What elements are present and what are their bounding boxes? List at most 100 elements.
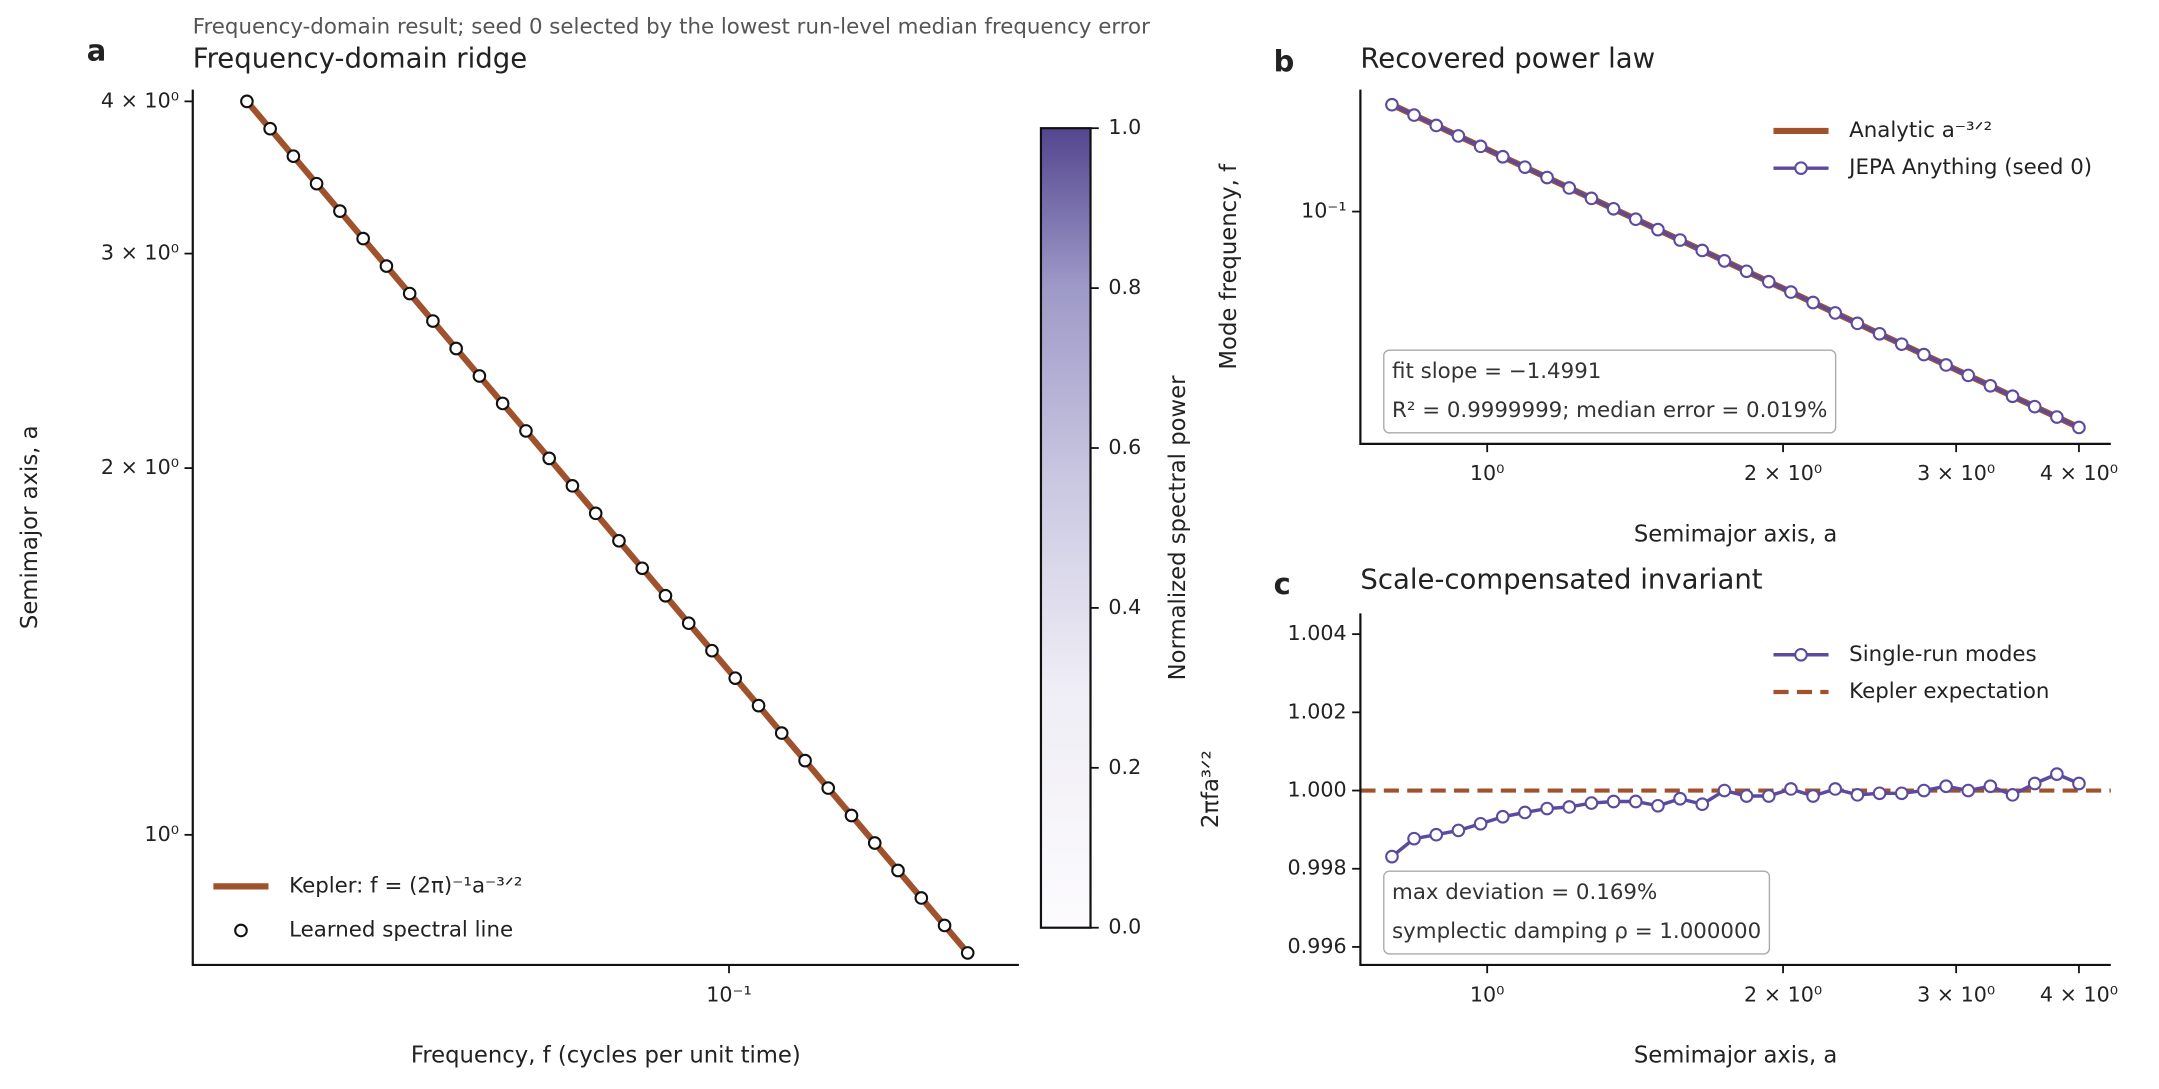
- data-point: [1983, 378, 1998, 393]
- data-point: [1473, 139, 1488, 154]
- legend-label: JEPA Anything (seed 0): [1847, 155, 2092, 180]
- axis-spines: [191, 89, 1019, 967]
- data-point: [1473, 816, 1488, 831]
- colorbar-tick-label: 0.4: [1108, 595, 1141, 619]
- axis-spines: [1359, 613, 2111, 967]
- data-point: [565, 479, 580, 493]
- y-tick-label: 3 × 10⁰: [101, 241, 179, 265]
- data-point: [542, 451, 557, 466]
- data-point: [821, 781, 836, 795]
- data-point: [1939, 779, 1953, 794]
- data-point: [1850, 788, 1865, 802]
- data-point: [798, 753, 812, 768]
- data-point: [2050, 410, 2064, 424]
- data-point: [774, 726, 789, 740]
- suptitle: Frequency-domain result; seed 0 selected…: [193, 15, 1150, 40]
- y-tick-label: 2 × 10⁰: [101, 455, 179, 479]
- data-point: [937, 918, 952, 933]
- data-point: [1673, 791, 1687, 806]
- data-point: [1894, 786, 1909, 801]
- data-point: [1673, 233, 1687, 247]
- annotation-text: symplectic damping ρ = 1.000000: [1392, 919, 1761, 944]
- data-point: [1961, 783, 1976, 798]
- data-point: [2072, 776, 2086, 791]
- data-point: [1651, 798, 1665, 813]
- annotation: max deviation = 0.169% symplectic damping…: [1383, 870, 1771, 955]
- data-point: [612, 533, 626, 548]
- data-point: [891, 863, 905, 878]
- colorbar-tick-label: 1.0: [1108, 115, 1141, 139]
- data-point: [1739, 264, 1754, 279]
- data-point: [2005, 389, 2020, 404]
- data-point: [333, 204, 347, 218]
- data-point: [1806, 789, 1820, 803]
- legend-label: Kepler expectation: [1849, 679, 2049, 704]
- data-point: [1495, 149, 1510, 164]
- panel-title: Frequency-domain ridge: [193, 42, 527, 74]
- data-point: [1739, 789, 1754, 803]
- annotation-box: [1383, 349, 1837, 434]
- x-tick-label: 10⁰: [1470, 461, 1505, 485]
- legend-label: Analytic a⁻³ᐟ²: [1849, 118, 1992, 143]
- y-tick-label: 4 × 10⁰: [101, 88, 179, 112]
- y-tick-label: 0.998: [1288, 856, 1347, 880]
- y-tick-label: 1.000: [1288, 778, 1347, 802]
- data-point: [1451, 823, 1466, 838]
- data-point: [1717, 783, 1732, 798]
- data-point: [1872, 786, 1887, 801]
- data-point: [472, 369, 487, 383]
- data-point: [286, 149, 301, 164]
- data-point: [519, 424, 533, 438]
- data-point: [2072, 420, 2086, 435]
- y-tick-label: 0.996: [1288, 934, 1347, 958]
- data-point: [1717, 254, 1732, 268]
- data-point: [1584, 191, 1599, 206]
- data-point: [844, 808, 859, 823]
- data-point: [356, 231, 370, 246]
- data-point: [1850, 316, 1865, 331]
- x-tick-label: 3 × 10⁰: [1917, 982, 1995, 1006]
- y-tick-label: 1.002: [1288, 699, 1347, 723]
- x-axis-label: Semimajor axis, a: [1634, 521, 1837, 547]
- data-point: [658, 588, 673, 603]
- data-point: [1606, 201, 1621, 216]
- x-tick-label: 10⁰: [1470, 982, 1505, 1006]
- panel-title: Scale-compensated invariant: [1360, 563, 1762, 595]
- annotation-text: fit slope = −1.4991: [1392, 359, 1601, 384]
- data-point: [728, 671, 743, 685]
- data-point: [1385, 849, 1399, 864]
- data-point: [1628, 794, 1643, 809]
- data-point: [2005, 788, 2020, 802]
- data-point: [588, 506, 603, 521]
- data-point: [1961, 368, 1976, 383]
- colorbar-tick-label: 0.2: [1108, 755, 1141, 779]
- data-point: [1983, 779, 1998, 794]
- data-point: [1584, 796, 1599, 810]
- annotation-text: R² = 0.9999999; median error = 0.019%: [1392, 398, 1827, 423]
- legend-marker: [234, 923, 248, 938]
- data-point: [1562, 181, 1577, 195]
- data-point: [751, 698, 766, 713]
- data-point: [1917, 347, 1931, 362]
- data-point: [2027, 399, 2042, 414]
- data-point: [635, 561, 650, 576]
- axis-spines: [1359, 89, 2111, 445]
- data-point: [1695, 797, 1710, 812]
- annotation-box: [1383, 870, 1771, 955]
- y-axis-label: Mode frequency, f: [1216, 163, 1242, 370]
- panel-label: b: [1274, 44, 1295, 78]
- data-point: [1651, 222, 1665, 237]
- data-point: [1518, 805, 1532, 820]
- panel-label: a: [87, 33, 107, 67]
- data-point: [681, 616, 696, 631]
- data-point: [1562, 800, 1577, 814]
- colorbar-tick-label: 0.0: [1108, 915, 1141, 939]
- annotation: fit slope = −1.4991 R² = 0.9999999; media…: [1383, 349, 1837, 434]
- colorbar-tick-label: 0.6: [1108, 435, 1141, 459]
- data-point: [1429, 118, 1444, 133]
- legend-label: Kepler: f = (2π)⁻¹a⁻³ᐟ²: [289, 873, 522, 898]
- data-point: [867, 836, 882, 850]
- data-point: [1828, 782, 1843, 796]
- y-tick-label: 10⁻¹: [1301, 199, 1346, 223]
